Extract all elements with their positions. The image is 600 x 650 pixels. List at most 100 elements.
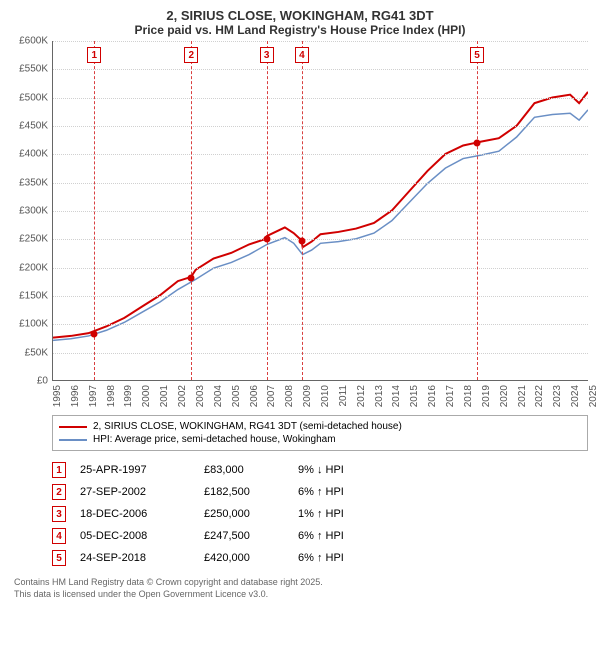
sale-dot (263, 236, 270, 243)
legend-row: HPI: Average price, semi-detached house,… (59, 433, 581, 446)
x-tick-label: 2013 (374, 385, 385, 407)
x-tick-label: 2007 (266, 385, 277, 407)
sale-row-date: 18-DEC-2006 (80, 508, 190, 520)
series-line (53, 110, 588, 341)
sale-row-diff: 6% ↑ HPI (298, 552, 388, 564)
sale-row-num: 3 (52, 506, 66, 522)
x-tick-label: 2014 (391, 385, 402, 407)
x-tick-label: 2000 (141, 385, 152, 407)
sale-row-diff: 1% ↑ HPI (298, 508, 388, 520)
legend-label: HPI: Average price, semi-detached house,… (93, 434, 336, 445)
x-axis: 1995199619971998199920002001200220032004… (52, 381, 588, 411)
sale-vline (267, 41, 268, 380)
x-tick-label: 2015 (409, 385, 420, 407)
sale-row-price: £420,000 (204, 552, 284, 564)
sale-row-diff: 6% ↑ HPI (298, 486, 388, 498)
legend: 2, SIRIUS CLOSE, WOKINGHAM, RG41 3DT (se… (52, 415, 588, 451)
plot-area: 12345 (52, 41, 588, 381)
legend-row: 2, SIRIUS CLOSE, WOKINGHAM, RG41 3DT (se… (59, 420, 581, 433)
x-tick-label: 1997 (88, 385, 99, 407)
sale-dot (91, 330, 98, 337)
y-tick-label: £350K (19, 177, 48, 188)
x-tick-label: 2002 (177, 385, 188, 407)
y-tick-label: £100K (19, 319, 48, 330)
sale-row-price: £250,000 (204, 508, 284, 520)
sale-vline (191, 41, 192, 380)
x-tick-label: 2017 (445, 385, 456, 407)
sale-row: 125-APR-1997£83,0009% ↓ HPI (52, 459, 588, 481)
sale-row: 3 18-DEC-2006 £250,000 1% ↑ HPI (52, 503, 588, 525)
x-tick-label: 2012 (356, 385, 367, 407)
x-tick-label: 2008 (284, 385, 295, 407)
footer-line-1: Contains HM Land Registry data © Crown c… (14, 577, 588, 589)
sale-row-num: 2 (52, 484, 66, 500)
gridline (53, 239, 588, 240)
gridline (53, 154, 588, 155)
chart-subtitle: Price paid vs. HM Land Registry's House … (8, 23, 592, 37)
x-tick-label: 2023 (552, 385, 563, 407)
sale-dot (188, 274, 195, 281)
x-tick-label: 2021 (517, 385, 528, 407)
x-tick-label: 2016 (427, 385, 438, 407)
sale-dot (473, 140, 480, 147)
x-tick-label: 2024 (570, 385, 581, 407)
x-tick-label: 2005 (231, 385, 242, 407)
gridline (53, 353, 588, 354)
x-tick-label: 2006 (249, 385, 260, 407)
x-tick-label: 1999 (123, 385, 134, 407)
y-axis: £0£50K£100K£150K£200K£250K£300K£350K£400… (8, 41, 52, 381)
series-line (53, 92, 588, 338)
sale-row-price: £182,500 (204, 486, 284, 498)
x-tick-label: 2020 (499, 385, 510, 407)
sale-vline (302, 41, 303, 380)
y-tick-label: £250K (19, 234, 48, 245)
sales-table: 125-APR-1997£83,0009% ↓ HPI227-SEP-2002£… (52, 459, 588, 569)
legend-swatch (59, 439, 87, 441)
chart-area: £0£50K£100K£150K£200K£250K£300K£350K£400… (8, 41, 592, 411)
sale-row: 405-DEC-2008£247,5006% ↑ HPI (52, 525, 588, 547)
sale-row-diff: 6% ↑ HPI (298, 530, 388, 542)
sale-row: 5 24-SEP-2018 £420,000 6% ↑ HPI (52, 547, 588, 569)
x-tick-label: 2011 (338, 385, 349, 407)
x-tick-label: 1996 (70, 385, 81, 407)
sale-dot (298, 237, 305, 244)
x-tick-label: 2004 (213, 385, 224, 407)
chart-container: 2, SIRIUS CLOSE, WOKINGHAM, RG41 3DT Pri… (0, 0, 600, 650)
sale-marker-box: 1 (87, 47, 101, 63)
y-tick-label: £200K (19, 262, 48, 273)
gridline (53, 296, 588, 297)
y-tick-label: £150K (19, 291, 48, 302)
gridline (53, 183, 588, 184)
x-tick-label: 2003 (195, 385, 206, 407)
y-tick-label: £50K (25, 347, 48, 358)
sale-marker-box: 2 (184, 47, 198, 63)
sale-row-diff: 9% ↓ HPI (298, 464, 388, 476)
sale-row-date: 05-DEC-2008 (80, 530, 190, 542)
x-tick-label: 1998 (106, 385, 117, 407)
x-tick-label: 2019 (481, 385, 492, 407)
legend-swatch (59, 426, 87, 428)
footer-line-2: This data is licensed under the Open Gov… (14, 589, 588, 601)
sale-row-date: 24-SEP-2018 (80, 552, 190, 564)
gridline (53, 69, 588, 70)
sale-row: 227-SEP-2002£182,5006% ↑ HPI (52, 481, 588, 503)
sale-row-num: 5 (52, 550, 66, 566)
y-tick-label: £500K (19, 92, 48, 103)
gridline (53, 268, 588, 269)
x-tick-label: 2018 (463, 385, 474, 407)
y-tick-label: £400K (19, 149, 48, 160)
sale-row-num: 1 (52, 462, 66, 478)
sale-vline (94, 41, 95, 380)
sale-row-price: £83,000 (204, 464, 284, 476)
sale-row-price: £247,500 (204, 530, 284, 542)
gridline (53, 126, 588, 127)
footer: Contains HM Land Registry data © Crown c… (14, 577, 588, 600)
x-tick-label: 2010 (320, 385, 331, 407)
x-tick-label: 2022 (534, 385, 545, 407)
gridline (53, 41, 588, 42)
chart-title: 2, SIRIUS CLOSE, WOKINGHAM, RG41 3DT (8, 8, 592, 23)
sale-marker-box: 5 (470, 47, 484, 63)
x-tick-label: 2009 (302, 385, 313, 407)
y-tick-label: £600K (19, 36, 48, 47)
sale-marker-box: 3 (260, 47, 274, 63)
